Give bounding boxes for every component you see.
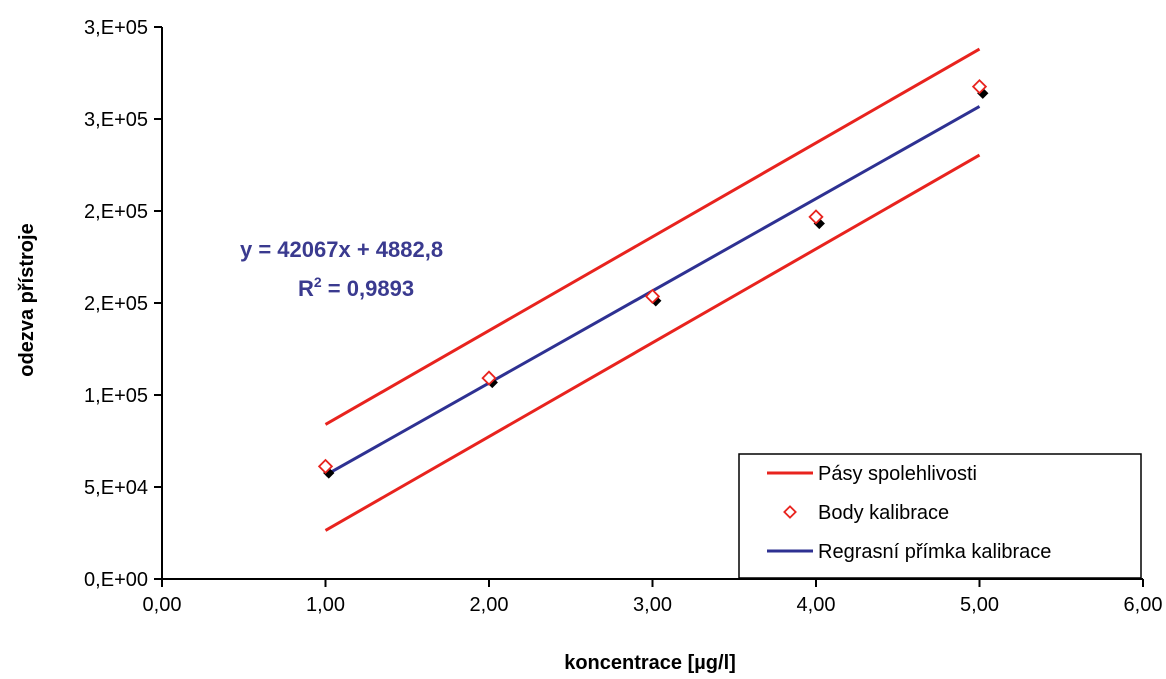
legend-label-regression-line: Regrasní přímka kalibrace bbox=[818, 541, 1051, 563]
y-tick-label: 1,E+05 bbox=[84, 385, 148, 407]
r-squared-prefix: R bbox=[298, 276, 314, 301]
y-tick-label: 5,E+04 bbox=[84, 477, 148, 499]
lower-confidence-band bbox=[324, 153, 981, 532]
calibration-point bbox=[317, 458, 334, 475]
y-tick-label: 2,E+05 bbox=[84, 201, 148, 223]
calibration-point bbox=[808, 209, 824, 225]
y-tick-label: 0,E+00 bbox=[84, 569, 148, 591]
x-tick-label: 4,00 bbox=[797, 594, 836, 616]
r-squared-value: = 0,9893 bbox=[322, 276, 414, 301]
x-tick-label: 0,00 bbox=[143, 594, 182, 616]
x-ticks: 0,00 1,00 2,00 3,00 4,00 5,00 6,00 bbox=[143, 579, 1163, 616]
x-tick-label: 1,00 bbox=[306, 594, 345, 616]
y-tick-label: 3,E+05 bbox=[84, 109, 148, 131]
upper-confidence-band bbox=[324, 47, 981, 426]
x-tick-label: 6,00 bbox=[1124, 594, 1163, 616]
y-ticks: 0,E+00 5,E+04 1,E+05 2,E+05 2,E+05 3,E+05 3,E+… bbox=[84, 17, 162, 591]
legend-box bbox=[738, 453, 1142, 579]
r-squared-label: R2 = 0,9893 bbox=[298, 274, 414, 301]
legend-swatch-calibration-points bbox=[783, 505, 797, 519]
x-axis-title: koncentrace [µg/l] bbox=[564, 652, 736, 674]
y-tick-label: 2,E+05 bbox=[84, 293, 148, 315]
calibration-point bbox=[481, 370, 497, 386]
calibration-point bbox=[971, 78, 988, 95]
legend-label-calibration-points: Body kalibrace bbox=[818, 502, 949, 524]
legend: Pásy spolehlivosti Body kalibrace Regras… bbox=[738, 453, 1142, 579]
x-tick-label: 2,00 bbox=[470, 594, 509, 616]
series-layer bbox=[317, 47, 989, 532]
y-axis-title: odezva přístroje bbox=[16, 223, 38, 376]
regression-equation: y = 42067x + 4882,8 bbox=[240, 237, 443, 262]
calibration-point bbox=[644, 288, 661, 305]
x-tick-label: 3,00 bbox=[633, 594, 672, 616]
x-tick-label: 5,00 bbox=[960, 594, 999, 616]
y-tick-label: 3,E+05 bbox=[84, 17, 148, 39]
regression-annotation: y = 42067x + 4882,8 R2 = 0,9893 bbox=[240, 237, 443, 301]
legend-label-confidence-bands: Pásy spolehlivosti bbox=[818, 463, 977, 485]
r-squared-sup: 2 bbox=[314, 274, 322, 290]
